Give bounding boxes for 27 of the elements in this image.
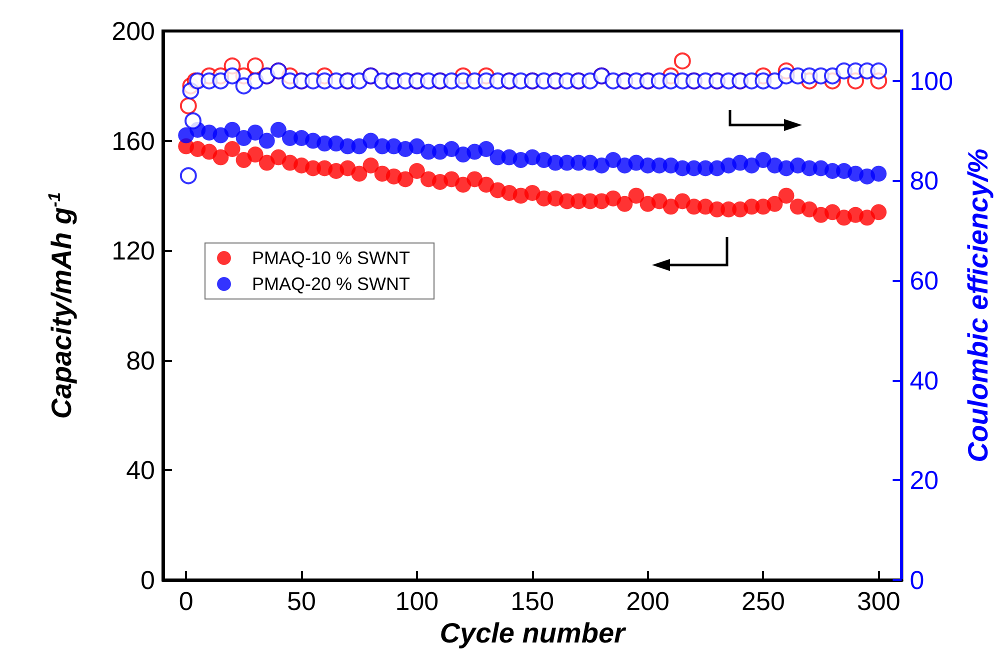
y2-tick-label: 20: [910, 465, 939, 496]
y-axis-title: Capacity/mAh g-1: [45, 192, 77, 419]
y-tick-label: 80: [126, 345, 155, 376]
x-axis-title: Cycle number: [440, 617, 628, 648]
legend-label: PMAQ-10 % SWNT: [252, 248, 410, 268]
y2-tick-label: 60: [910, 266, 939, 296]
y-tick-label: 0: [140, 565, 155, 595]
x-tick-label: 50: [287, 586, 316, 616]
point: [246, 57, 264, 74]
y-tick-label: 120: [112, 236, 155, 266]
y-tick-label: 200: [112, 16, 155, 46]
y-tick-label: 160: [112, 126, 155, 156]
y2-tick-label: 100: [910, 66, 954, 96]
x-tick-label: 0: [178, 586, 194, 616]
y2-tick-label: 40: [910, 365, 939, 396]
x-tick-label: 150: [510, 586, 554, 616]
y2-axis-title: Coulombic efficiency/%: [962, 148, 994, 462]
legend-label: PMAQ-20 % SWNT: [252, 274, 410, 294]
y2-tick-label: 80: [910, 166, 939, 196]
x-tick-label: 250: [742, 586, 785, 616]
y-tick-label: 40: [126, 455, 155, 486]
x-tick-label: 200: [626, 586, 670, 616]
x-tick-label: 100: [395, 586, 439, 616]
point: [180, 97, 197, 114]
y2-tick-label: 0: [910, 565, 924, 595]
point: [674, 52, 691, 70]
x-tick-label: 300: [856, 586, 900, 616]
